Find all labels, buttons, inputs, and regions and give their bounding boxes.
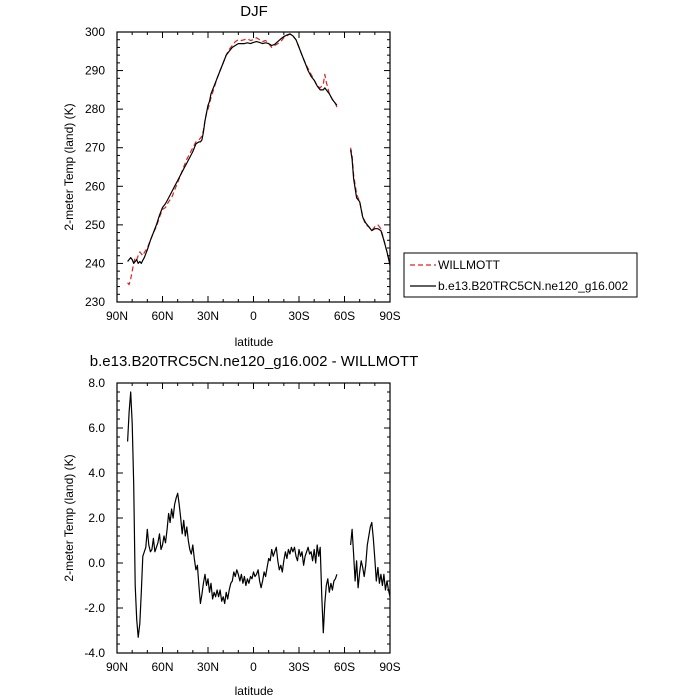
y-tick-label: -2.0 [84,601,105,615]
axis-ticks-top: 90N 60N 30N 0 30S 60S 90S 230 240 250 260 270 280 290… [85,25,401,323]
legend-label-willmott: WILLMOTT [438,258,501,272]
x-tick-label: 60S [334,309,355,323]
y-tick-label: 280 [85,102,105,116]
x-tick-label: 90N [106,309,128,323]
x-axis-label-bottom: latitude [235,684,274,698]
series-lines-bottom [127,391,391,638]
plot-frame-top [116,31,391,303]
y-tick-label: 240 [85,256,105,270]
series-line-difference [127,391,338,638]
legend-label-model: b.e13.B20TRC5CN.ne120_g16.002 [438,279,628,293]
series-lines-top [127,33,391,286]
y-tick-label: 4.0 [88,466,105,480]
y-tick-label: 2.0 [88,511,105,525]
chart-title-top: DJF [240,3,268,20]
y-tick-label: 260 [85,179,105,193]
series-line-difference [350,521,391,597]
x-tick-label: 90S [379,660,400,674]
series-line-b-e13-b20trc5cn-ne120-g16-002 [127,33,338,264]
y-axis-label-bottom: 2-meter Temp (land) (K) [62,454,76,581]
chart-title-bottom: b.e13.B20TRC5CN.ne120_g16.002 - WILLMOTT [90,353,419,370]
series-line-willmott [350,147,391,264]
series-line-b-e13-b20trc5cn-ne120-g16-002 [350,149,391,266]
x-tick-label: 90N [106,660,128,674]
x-tick-label: 60S [334,660,355,674]
x-tick-label: 60N [151,660,173,674]
y-tick-label: 230 [85,295,105,309]
legend-box [403,252,638,298]
y-tick-label: 250 [85,218,105,232]
x-tick-label: 90S [379,309,400,323]
plot-frame-bottom [116,382,391,654]
series-line-willmott [127,33,338,286]
y-tick-label: -4.0 [84,646,105,660]
y-tick-label: 0.0 [88,556,105,570]
panel-top-djf: DJF 2-meter Temp (land) (K) latitude 90N… [62,3,638,349]
x-tick-label: 30S [288,309,309,323]
x-tick-label: 60N [151,309,173,323]
y-tick-label: 290 [85,64,105,78]
x-tick-label: 0 [250,309,257,323]
panel-bottom-difference: b.e13.B20TRC5CN.ne120_g16.002 - WILLMOTT… [62,353,418,698]
y-tick-label: 300 [85,25,105,39]
y-axis-label-top: 2-meter Temp (land) (K) [62,103,76,230]
y-tick-label: 6.0 [88,421,105,435]
x-tick-label: 0 [250,660,257,674]
legend: WILLMOTT b.e13.B20TRC5CN.ne120_g16.002 [403,252,638,298]
y-tick-label: 270 [85,141,105,155]
y-tick-label: 8.0 [88,376,105,390]
x-tick-label: 30N [197,309,219,323]
x-tick-label: 30N [197,660,219,674]
x-axis-label-top: latitude [235,335,274,349]
x-tick-label: 30S [288,660,309,674]
